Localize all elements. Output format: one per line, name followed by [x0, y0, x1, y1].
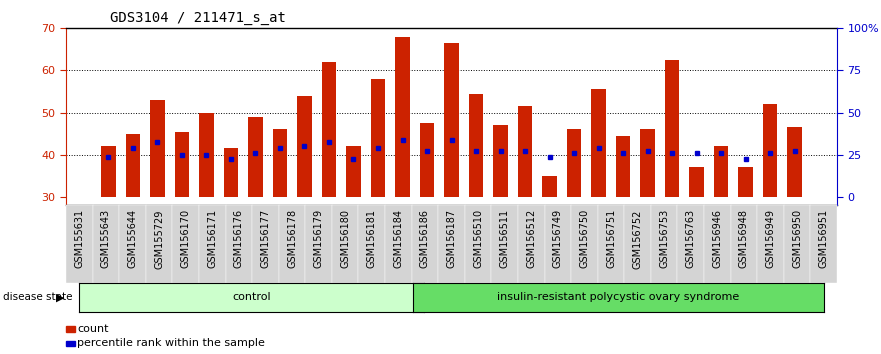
Bar — [199, 113, 214, 197]
Text: control: control — [233, 292, 270, 302]
Text: GSM155644: GSM155644 — [128, 209, 137, 268]
Text: insulin-resistant polycystic ovary syndrome: insulin-resistant polycystic ovary syndr… — [497, 292, 739, 302]
Text: GSM156948: GSM156948 — [739, 209, 749, 268]
Bar — [371, 79, 385, 197]
Text: percentile rank within the sample: percentile rank within the sample — [78, 338, 265, 348]
Bar — [493, 125, 507, 197]
Text: GSM156178: GSM156178 — [287, 209, 297, 268]
Bar — [444, 43, 459, 197]
Bar — [542, 176, 557, 197]
Text: GSM155643: GSM155643 — [101, 209, 111, 268]
Text: GSM156951: GSM156951 — [818, 209, 829, 268]
Text: GSM156180: GSM156180 — [340, 209, 350, 268]
Bar — [322, 62, 337, 197]
Text: GSM156176: GSM156176 — [233, 209, 244, 268]
Text: GSM155631: GSM155631 — [74, 209, 85, 268]
Bar — [591, 90, 606, 197]
Text: disease state: disease state — [3, 292, 72, 302]
Text: GSM156510: GSM156510 — [473, 209, 483, 268]
Bar — [346, 146, 361, 197]
Bar — [689, 167, 704, 197]
Text: GDS3104 / 211471_s_at: GDS3104 / 211471_s_at — [110, 11, 286, 25]
Bar — [101, 146, 115, 197]
Bar — [419, 123, 434, 197]
Bar — [518, 106, 532, 197]
Bar — [788, 127, 802, 197]
Text: GSM156184: GSM156184 — [393, 209, 403, 268]
Text: GSM156751: GSM156751 — [606, 209, 616, 268]
Text: GSM156946: GSM156946 — [713, 209, 722, 268]
Bar — [174, 132, 189, 197]
Text: GSM156187: GSM156187 — [447, 209, 456, 268]
Bar — [248, 117, 263, 197]
Text: GSM156179: GSM156179 — [314, 209, 323, 268]
Text: GSM156749: GSM156749 — [553, 209, 563, 268]
Bar — [150, 100, 165, 197]
Text: GSM156177: GSM156177 — [261, 209, 270, 268]
Bar — [738, 167, 753, 197]
Bar — [224, 148, 239, 197]
Text: count: count — [78, 324, 109, 334]
Text: ▶: ▶ — [56, 292, 64, 302]
Bar — [714, 146, 729, 197]
Text: GSM156753: GSM156753 — [659, 209, 670, 268]
Text: GSM155729: GSM155729 — [154, 209, 164, 269]
Text: GSM156752: GSM156752 — [633, 209, 642, 269]
Text: GSM156511: GSM156511 — [500, 209, 510, 268]
Bar — [396, 37, 410, 197]
Bar — [640, 130, 655, 197]
Text: GSM156186: GSM156186 — [420, 209, 430, 268]
Bar — [763, 104, 777, 197]
Bar — [297, 96, 312, 197]
Text: GSM156750: GSM156750 — [580, 209, 589, 268]
Text: GSM156170: GSM156170 — [181, 209, 190, 268]
Bar — [469, 94, 484, 197]
Bar — [126, 134, 140, 197]
Text: GSM156181: GSM156181 — [366, 209, 377, 268]
Text: GSM156512: GSM156512 — [526, 209, 537, 268]
Bar — [272, 130, 287, 197]
Bar — [566, 130, 581, 197]
Bar — [664, 60, 679, 197]
Text: GSM156763: GSM156763 — [685, 209, 696, 268]
Text: GSM156950: GSM156950 — [792, 209, 802, 268]
Bar — [616, 136, 631, 197]
Text: GSM156949: GSM156949 — [766, 209, 775, 268]
Text: GSM156171: GSM156171 — [207, 209, 218, 268]
